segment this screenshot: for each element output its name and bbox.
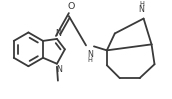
Text: H: H bbox=[139, 1, 144, 7]
Text: N: N bbox=[139, 5, 144, 14]
Text: H: H bbox=[88, 57, 92, 63]
Text: N: N bbox=[87, 50, 93, 59]
Text: N: N bbox=[56, 65, 62, 74]
Text: O: O bbox=[67, 2, 74, 11]
Text: N: N bbox=[55, 30, 61, 38]
